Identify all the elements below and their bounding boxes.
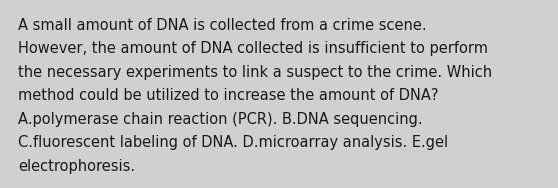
Text: electrophoresis.: electrophoresis. [18, 159, 135, 174]
Text: A small amount of DNA is collected from a crime scene.: A small amount of DNA is collected from … [18, 18, 427, 33]
Text: C.fluorescent labeling of DNA. D.microarray analysis. E.gel: C.fluorescent labeling of DNA. D.microar… [18, 136, 448, 151]
Text: method could be utilized to increase the amount of DNA?: method could be utilized to increase the… [18, 89, 439, 104]
Text: A.polymerase chain reaction (PCR). B.DNA sequencing.: A.polymerase chain reaction (PCR). B.DNA… [18, 112, 422, 127]
Text: the necessary experiments to link a suspect to the crime. Which: the necessary experiments to link a susp… [18, 65, 492, 80]
Text: However, the amount of DNA collected is insufficient to perform: However, the amount of DNA collected is … [18, 42, 488, 57]
